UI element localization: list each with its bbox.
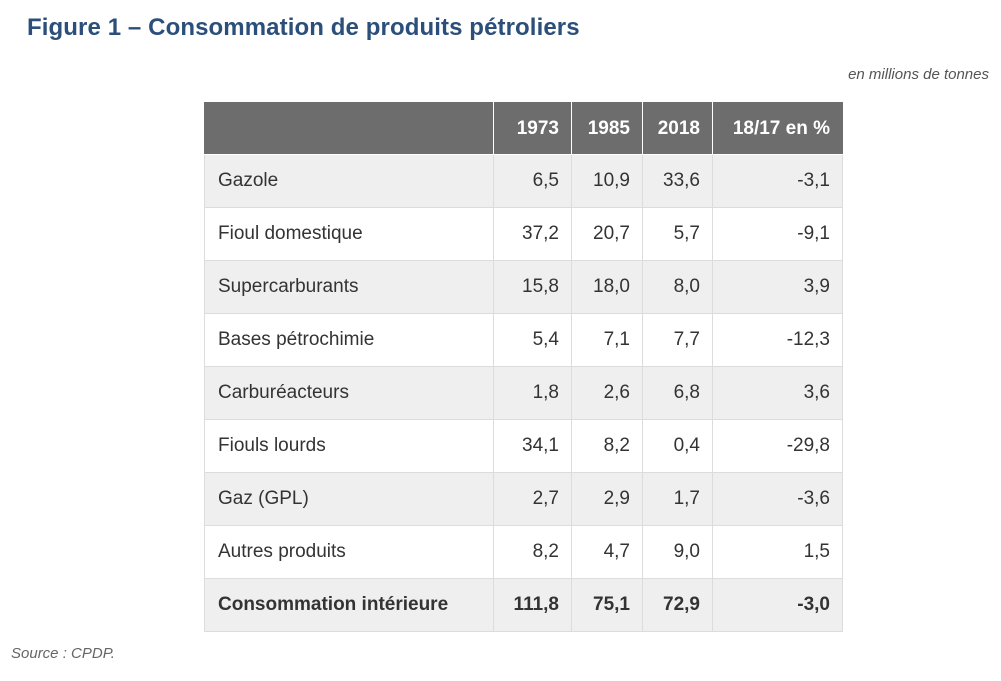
cell-1985: 18,0 (571, 260, 643, 314)
cell-1973: 37,2 (493, 207, 572, 261)
cell-1985: 8,2 (571, 419, 643, 473)
cell-1985: 7,1 (571, 313, 643, 367)
table-row: Gaz (GPL) 2,7 2,9 1,7 -3,6 (204, 472, 843, 526)
table-row: Supercarburants 15,8 18,0 8,0 3,9 (204, 260, 843, 314)
header-cell-1985: 1985 (571, 102, 643, 155)
figure-title: Figure 1 – Consommation de produits pétr… (27, 14, 580, 41)
row-label: Gazole (204, 154, 494, 208)
cell-change: -12,3 (712, 313, 843, 367)
cell-1985: 2,9 (571, 472, 643, 526)
cell-1985: 10,9 (571, 154, 643, 208)
cell-2018: 0,4 (642, 419, 713, 473)
cell-1973: 6,5 (493, 154, 572, 208)
header-cell-product (204, 102, 494, 155)
row-label: Gaz (GPL) (204, 472, 494, 526)
row-label: Autres produits (204, 525, 494, 579)
cell-2018: 7,7 (642, 313, 713, 367)
cell-1973: 2,7 (493, 472, 572, 526)
row-label: Supercarburants (204, 260, 494, 314)
cell-change: 3,9 (712, 260, 843, 314)
row-label: Bases pétrochimie (204, 313, 494, 367)
table-row: Bases pétrochimie 5,4 7,1 7,7 -12,3 (204, 313, 843, 367)
cell-2018: 6,8 (642, 366, 713, 420)
header-cell-2018: 2018 (642, 102, 713, 155)
cell-2018: 33,6 (642, 154, 713, 208)
table-row: Fioul domestique 37,2 20,7 5,7 -9,1 (204, 207, 843, 261)
consumption-table: 1973 1985 2018 18/17 en % Gazole 6,5 10,… (204, 102, 843, 632)
row-label: Consommation intérieure (204, 578, 494, 632)
cell-1973: 15,8 (493, 260, 572, 314)
cell-1985: 2,6 (571, 366, 643, 420)
cell-2018: 1,7 (642, 472, 713, 526)
cell-1985: 75,1 (571, 578, 643, 632)
row-label: Carburéacteurs (204, 366, 494, 420)
cell-change: -3,0 (712, 578, 843, 632)
cell-change: -3,6 (712, 472, 843, 526)
cell-1985: 20,7 (571, 207, 643, 261)
cell-change: 3,6 (712, 366, 843, 420)
cell-1985: 4,7 (571, 525, 643, 579)
table-row: Autres produits 8,2 4,7 9,0 1,5 (204, 525, 843, 579)
cell-2018: 8,0 (642, 260, 713, 314)
source-note: Source : CPDP. (11, 645, 115, 662)
row-label: Fiouls lourds (204, 419, 494, 473)
cell-1973: 8,2 (493, 525, 572, 579)
cell-change: -29,8 (712, 419, 843, 473)
units-note: en millions de tonnes (848, 66, 989, 83)
cell-change: 1,5 (712, 525, 843, 579)
header-cell-1973: 1973 (493, 102, 572, 155)
cell-2018: 5,7 (642, 207, 713, 261)
cell-2018: 72,9 (642, 578, 713, 632)
cell-change: -3,1 (712, 154, 843, 208)
header-cell-change: 18/17 en % (712, 102, 843, 155)
table-row: Gazole 6,5 10,9 33,6 -3,1 (204, 154, 843, 208)
table-header-row: 1973 1985 2018 18/17 en % (204, 102, 843, 155)
cell-1973: 5,4 (493, 313, 572, 367)
cell-2018: 9,0 (642, 525, 713, 579)
table-row: Carburéacteurs 1,8 2,6 6,8 3,6 (204, 366, 843, 420)
total-row: Consommation intérieure 111,8 75,1 72,9 … (204, 578, 843, 632)
cell-1973: 34,1 (493, 419, 572, 473)
table-row: Fiouls lourds 34,1 8,2 0,4 -29,8 (204, 419, 843, 473)
cell-1973: 111,8 (493, 578, 572, 632)
cell-change: -9,1 (712, 207, 843, 261)
row-label: Fioul domestique (204, 207, 494, 261)
cell-1973: 1,8 (493, 366, 572, 420)
